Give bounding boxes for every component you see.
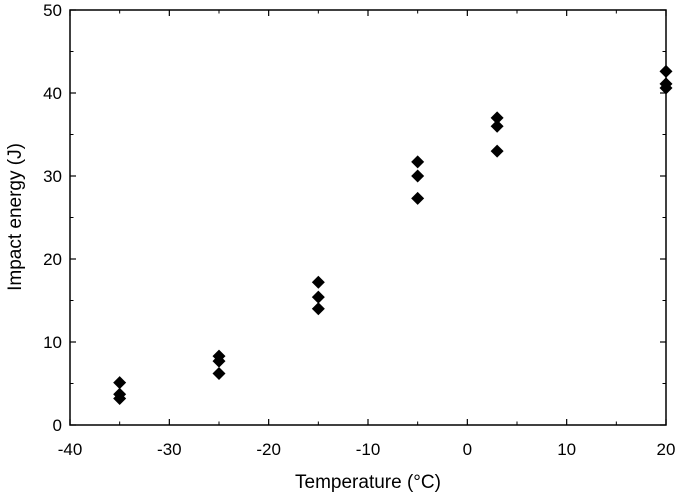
- x-tick-label: 20: [657, 440, 675, 459]
- y-tick-label: 40: [43, 84, 62, 103]
- data-point-diamond: [212, 367, 226, 381]
- data-points: [113, 64, 673, 405]
- y-tick-label: 50: [43, 1, 62, 20]
- data-point-diamond: [311, 290, 325, 304]
- y-axis-title: Impact energy (J): [5, 143, 26, 291]
- data-point-diamond: [311, 302, 325, 316]
- data-point-diamond: [212, 354, 226, 368]
- data-point-diamond: [659, 81, 673, 95]
- x-tick-label: 0: [463, 440, 472, 459]
- data-point-diamond: [490, 111, 504, 125]
- x-tick-label: -40: [58, 440, 83, 459]
- y-tick-label: 0: [53, 416, 62, 435]
- y-tick-label: 20: [43, 250, 62, 269]
- y-tick-label: 30: [43, 167, 62, 186]
- data-point-diamond: [490, 119, 504, 133]
- data-point-diamond: [311, 275, 325, 289]
- x-tick-label: -20: [256, 440, 281, 459]
- x-tick-label: 10: [557, 440, 576, 459]
- axis-ticks: -40 -30 -20 -10 0 10 20 0 10 20 30 40 50: [43, 1, 675, 459]
- y-tick-label: 10: [43, 333, 62, 352]
- data-point-diamond: [490, 144, 504, 158]
- data-point-diamond: [411, 191, 425, 205]
- data-point-diamond: [113, 376, 127, 390]
- data-point-diamond: [659, 64, 673, 78]
- x-tick-label: -10: [356, 440, 381, 459]
- data-point-diamond: [113, 391, 127, 405]
- data-point-diamond: [411, 155, 425, 169]
- x-tick-label: -30: [157, 440, 182, 459]
- plot-frame: [69, 9, 667, 426]
- data-point-diamond: [411, 169, 425, 183]
- x-axis-title: Temperature (°C): [295, 472, 441, 493]
